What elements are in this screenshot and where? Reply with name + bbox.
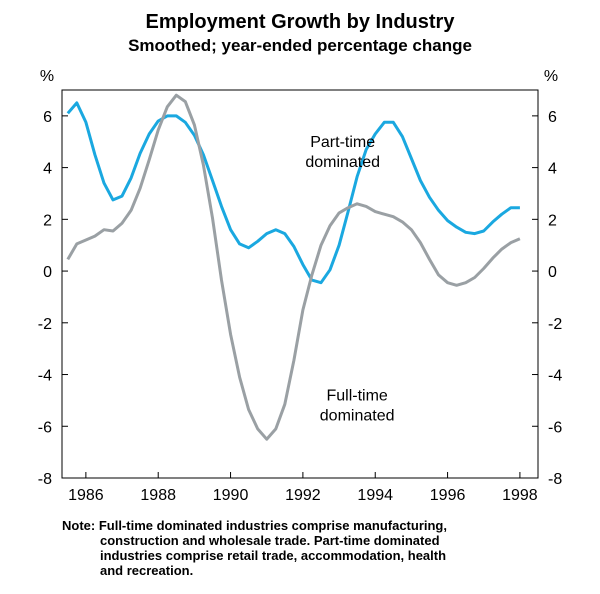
x-tick-label: 1998 <box>502 487 538 504</box>
y-tick-label: 4 <box>43 161 52 178</box>
chart-title: Employment Growth by Industry <box>146 11 456 33</box>
y2-unit: % <box>544 68 558 85</box>
annotation: dominated <box>305 154 380 171</box>
note: Note: Full-time dominated industries com… <box>62 518 447 533</box>
x-tick-label: 1992 <box>285 487 321 504</box>
y2-tick-label: -6 <box>548 419 562 436</box>
series-line <box>66 101 520 285</box>
y2-tick-label: -8 <box>548 471 562 488</box>
x-tick-label: 1986 <box>68 487 104 504</box>
note: and recreation. <box>100 563 193 578</box>
y-unit: % <box>40 68 54 85</box>
annotation: Full-time <box>326 387 387 404</box>
note: industries comprise retail trade, accomm… <box>100 548 446 563</box>
y-tick-label: -4 <box>38 368 52 385</box>
y-tick-label: -2 <box>38 316 52 333</box>
x-tick-label: 1988 <box>140 487 176 504</box>
y-tick-label: 0 <box>43 264 52 281</box>
chart-subtitle: Smoothed; year-ended percentage change <box>128 36 472 55</box>
y2-tick-label: 2 <box>548 212 557 229</box>
y2-tick-label: -4 <box>548 368 562 385</box>
y-tick-label: 2 <box>43 212 52 229</box>
annotation: Part-time <box>310 134 375 151</box>
x-tick-label: 1994 <box>357 487 393 504</box>
series-line <box>66 93 521 441</box>
x-tick-label: 1990 <box>213 487 249 504</box>
plot-frame <box>61 89 539 479</box>
y2-tick-label: 4 <box>548 161 557 178</box>
y2-tick-label: 6 <box>548 109 557 126</box>
x-tick-label: 1996 <box>430 487 466 504</box>
note: construction and wholesale trade. Part-t… <box>100 533 440 548</box>
y-tick-label: 6 <box>43 109 52 126</box>
y-tick-label: -6 <box>38 419 52 436</box>
y-tick-label: -8 <box>38 471 52 488</box>
y2-tick-label: 0 <box>548 264 557 281</box>
y2-tick-label: -2 <box>548 316 562 333</box>
annotation: dominated <box>320 407 395 424</box>
